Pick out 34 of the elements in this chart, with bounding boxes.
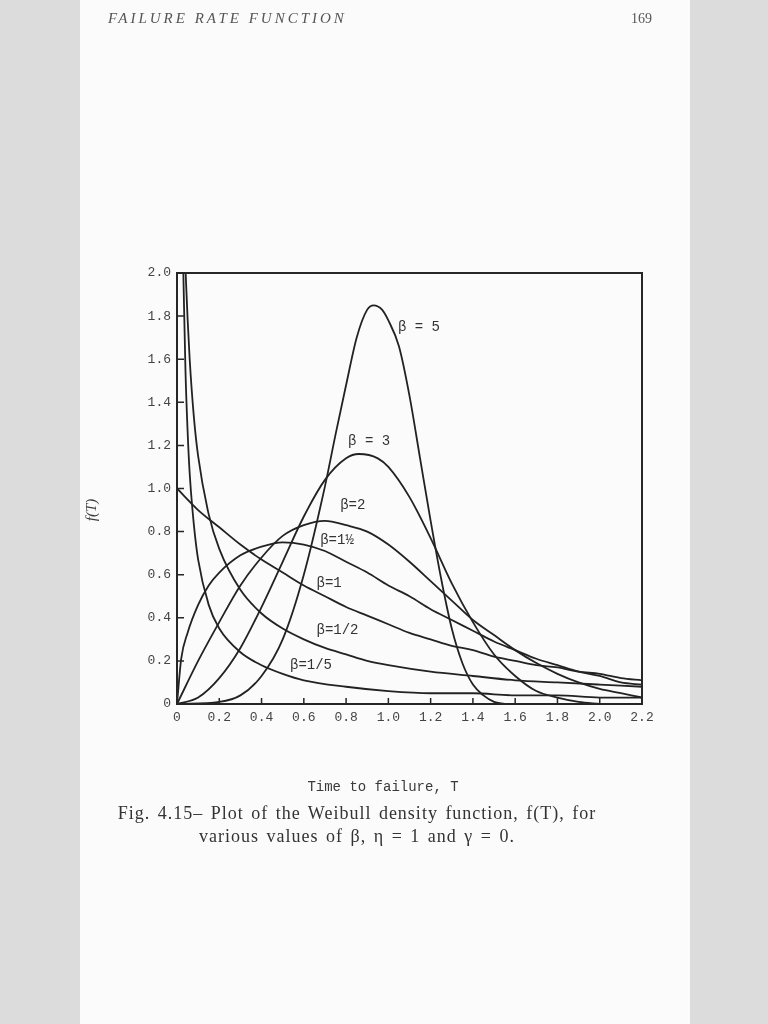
x-tick-label: 1.8 [545,710,570,726]
x-tick-label: 1.0 [376,710,401,726]
series-label: β=1/5 [289,656,333,673]
series-label: β = 5 [397,319,440,336]
y-tick-label: 2.0 [147,265,171,281]
y-tick-label: 1.8 [147,308,171,324]
caption: Fig. 4.15– Plot of the Weibull density function, f(T), for various values of β, η = 1 and γ = 0. [116,802,598,848]
y-tick-label: 0.4 [147,610,172,626]
series-label: β=1/2 [316,622,359,639]
y-axis-title: f(T) [82,498,100,522]
x-tick-label: 0.6 [292,710,316,726]
text: FAILURE RATE FUNCTION [108,10,347,27]
x-axis-title: Time to failure, T [307,779,459,795]
y-tick-label: 1.4 [147,394,172,410]
x-tick-label: 0.2 [207,710,231,726]
series-label: β=1 [316,574,342,591]
series-label: β=1½ [320,532,355,549]
x-tick-label: 1.2 [418,710,443,726]
x-tick-label: 2.2 [630,710,654,726]
text: 169 [631,11,652,27]
x-tick-label: 1.4 [461,710,485,726]
y-tick-label: 0.8 [147,524,171,540]
x-tick-label: 0.4 [249,710,274,726]
x-tick-label: 1.6 [503,710,527,726]
y-tick-label: 1.2 [147,437,171,453]
series-label: β = 3 [348,433,391,450]
x-tick-label: 2.0 [588,710,612,726]
y-tick-label: 0.2 [147,653,171,669]
y-tick-label: 1.6 [147,351,171,367]
y-tick-label: 0 [163,696,171,712]
y-tick-label: 0.6 [147,567,171,583]
x-tick-label: 0.8 [334,710,358,726]
y-tick-label: 1.0 [147,480,171,496]
series-label: β=2 [340,496,366,513]
